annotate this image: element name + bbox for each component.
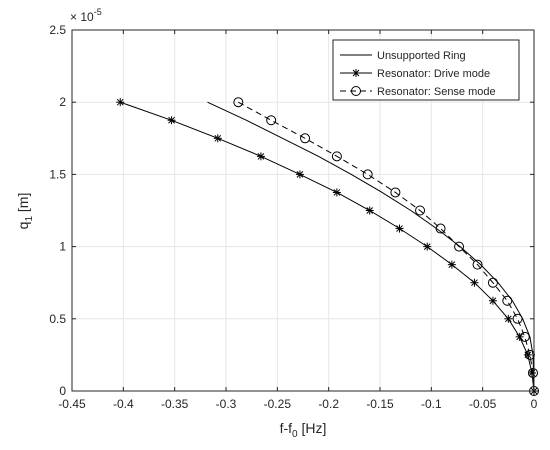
data-point — [488, 296, 497, 305]
legend-label: Resonator: Drive mode — [377, 68, 490, 80]
data-point — [447, 260, 456, 269]
data-point — [435, 223, 446, 234]
y-tick-label: 0 — [59, 384, 66, 398]
data-point — [167, 116, 176, 125]
x-tick-label: -0.15 — [366, 397, 394, 411]
data-point — [331, 151, 342, 162]
x-tick-label: -0.25 — [264, 397, 292, 411]
series-1 — [116, 98, 538, 395]
data-point — [487, 277, 498, 288]
y-tick-label: 1.5 — [49, 167, 66, 181]
y-axis-multiplier: × 10-5 — [70, 7, 102, 24]
data-point — [527, 367, 538, 378]
legend-entry: Unsupported Ring — [340, 50, 466, 62]
x-axis-label: f-f0 [Hz] — [280, 420, 327, 440]
data-point — [390, 187, 401, 198]
y-axis-label: q1 [m] — [15, 193, 35, 230]
data-point — [504, 314, 513, 323]
data-point — [423, 242, 432, 251]
data-point — [213, 134, 222, 143]
series-layer — [116, 97, 539, 396]
y-tick-label: 2 — [59, 95, 66, 109]
y-tick-label: 2.5 — [49, 23, 66, 37]
x-axis-label-subscript: 0 — [292, 429, 298, 440]
x-tick-label: -0.05 — [469, 397, 497, 411]
x-tick-label: 0 — [531, 397, 538, 411]
data-point — [233, 97, 244, 108]
data-point — [415, 205, 426, 216]
legend: Unsupported Ring Resonator: Drive mode Res… — [332, 39, 520, 101]
data-point — [502, 295, 513, 306]
x-tick-label: -0.3 — [216, 397, 237, 411]
axes-box — [71, 29, 535, 392]
x-axis-label-unit: [Hz] — [298, 420, 327, 436]
data-point — [512, 313, 523, 324]
data-point — [256, 152, 265, 161]
series-0 — [207, 101, 535, 392]
data-point — [295, 170, 304, 179]
data-point — [116, 98, 125, 107]
y-multiplier-base: × 10 — [70, 10, 94, 24]
x-tick-label: -0.2 — [318, 397, 339, 411]
data-point — [519, 331, 530, 342]
legend-entry: Resonator: Sense mode — [340, 86, 496, 98]
legend-marker — [352, 69, 360, 77]
x-tick-label: -0.35 — [161, 397, 189, 411]
data-point — [470, 278, 479, 287]
x-tick-labels: -0.45 -0.4 -0.35 -0.3 -0.25 -0.2 -0.15 -0.1 -0.0… — [58, 397, 537, 411]
y-axis-label-main: q — [15, 222, 31, 230]
data-point — [454, 241, 465, 252]
tick-marks — [71, 29, 535, 392]
y-multiplier-exponent: -5 — [94, 7, 102, 17]
data-point — [362, 169, 373, 180]
y-tick-labels: 0 0.5 1 1.5 2 2.5 — [49, 23, 66, 398]
series-2 — [233, 97, 539, 396]
data-point — [300, 133, 311, 144]
series-line — [207, 101, 535, 392]
legend-marker — [351, 86, 361, 96]
data-point — [515, 332, 524, 341]
data-point — [395, 224, 404, 233]
data-point — [266, 115, 277, 126]
legend-entry: Resonator: Drive mode — [340, 68, 490, 80]
x-tick-label: -0.4 — [113, 397, 134, 411]
x-axis-label-main: f-f — [280, 420, 293, 436]
y-tick-label: 0.5 — [49, 312, 66, 326]
legend-label: Unsupported Ring — [377, 50, 466, 62]
y-tick-label: 1 — [59, 240, 66, 254]
x-tick-label: -0.45 — [58, 397, 86, 411]
data-point — [332, 188, 341, 197]
legend-box — [332, 39, 520, 101]
data-point — [472, 259, 483, 270]
series-line — [238, 101, 535, 392]
y-axis-label-subscript: 1 — [24, 216, 35, 222]
y-axis-label-unit: [m] — [15, 193, 31, 216]
x-tick-label: -0.1 — [421, 397, 442, 411]
data-point — [365, 206, 374, 215]
legend-label: Resonator: Sense mode — [377, 86, 496, 98]
